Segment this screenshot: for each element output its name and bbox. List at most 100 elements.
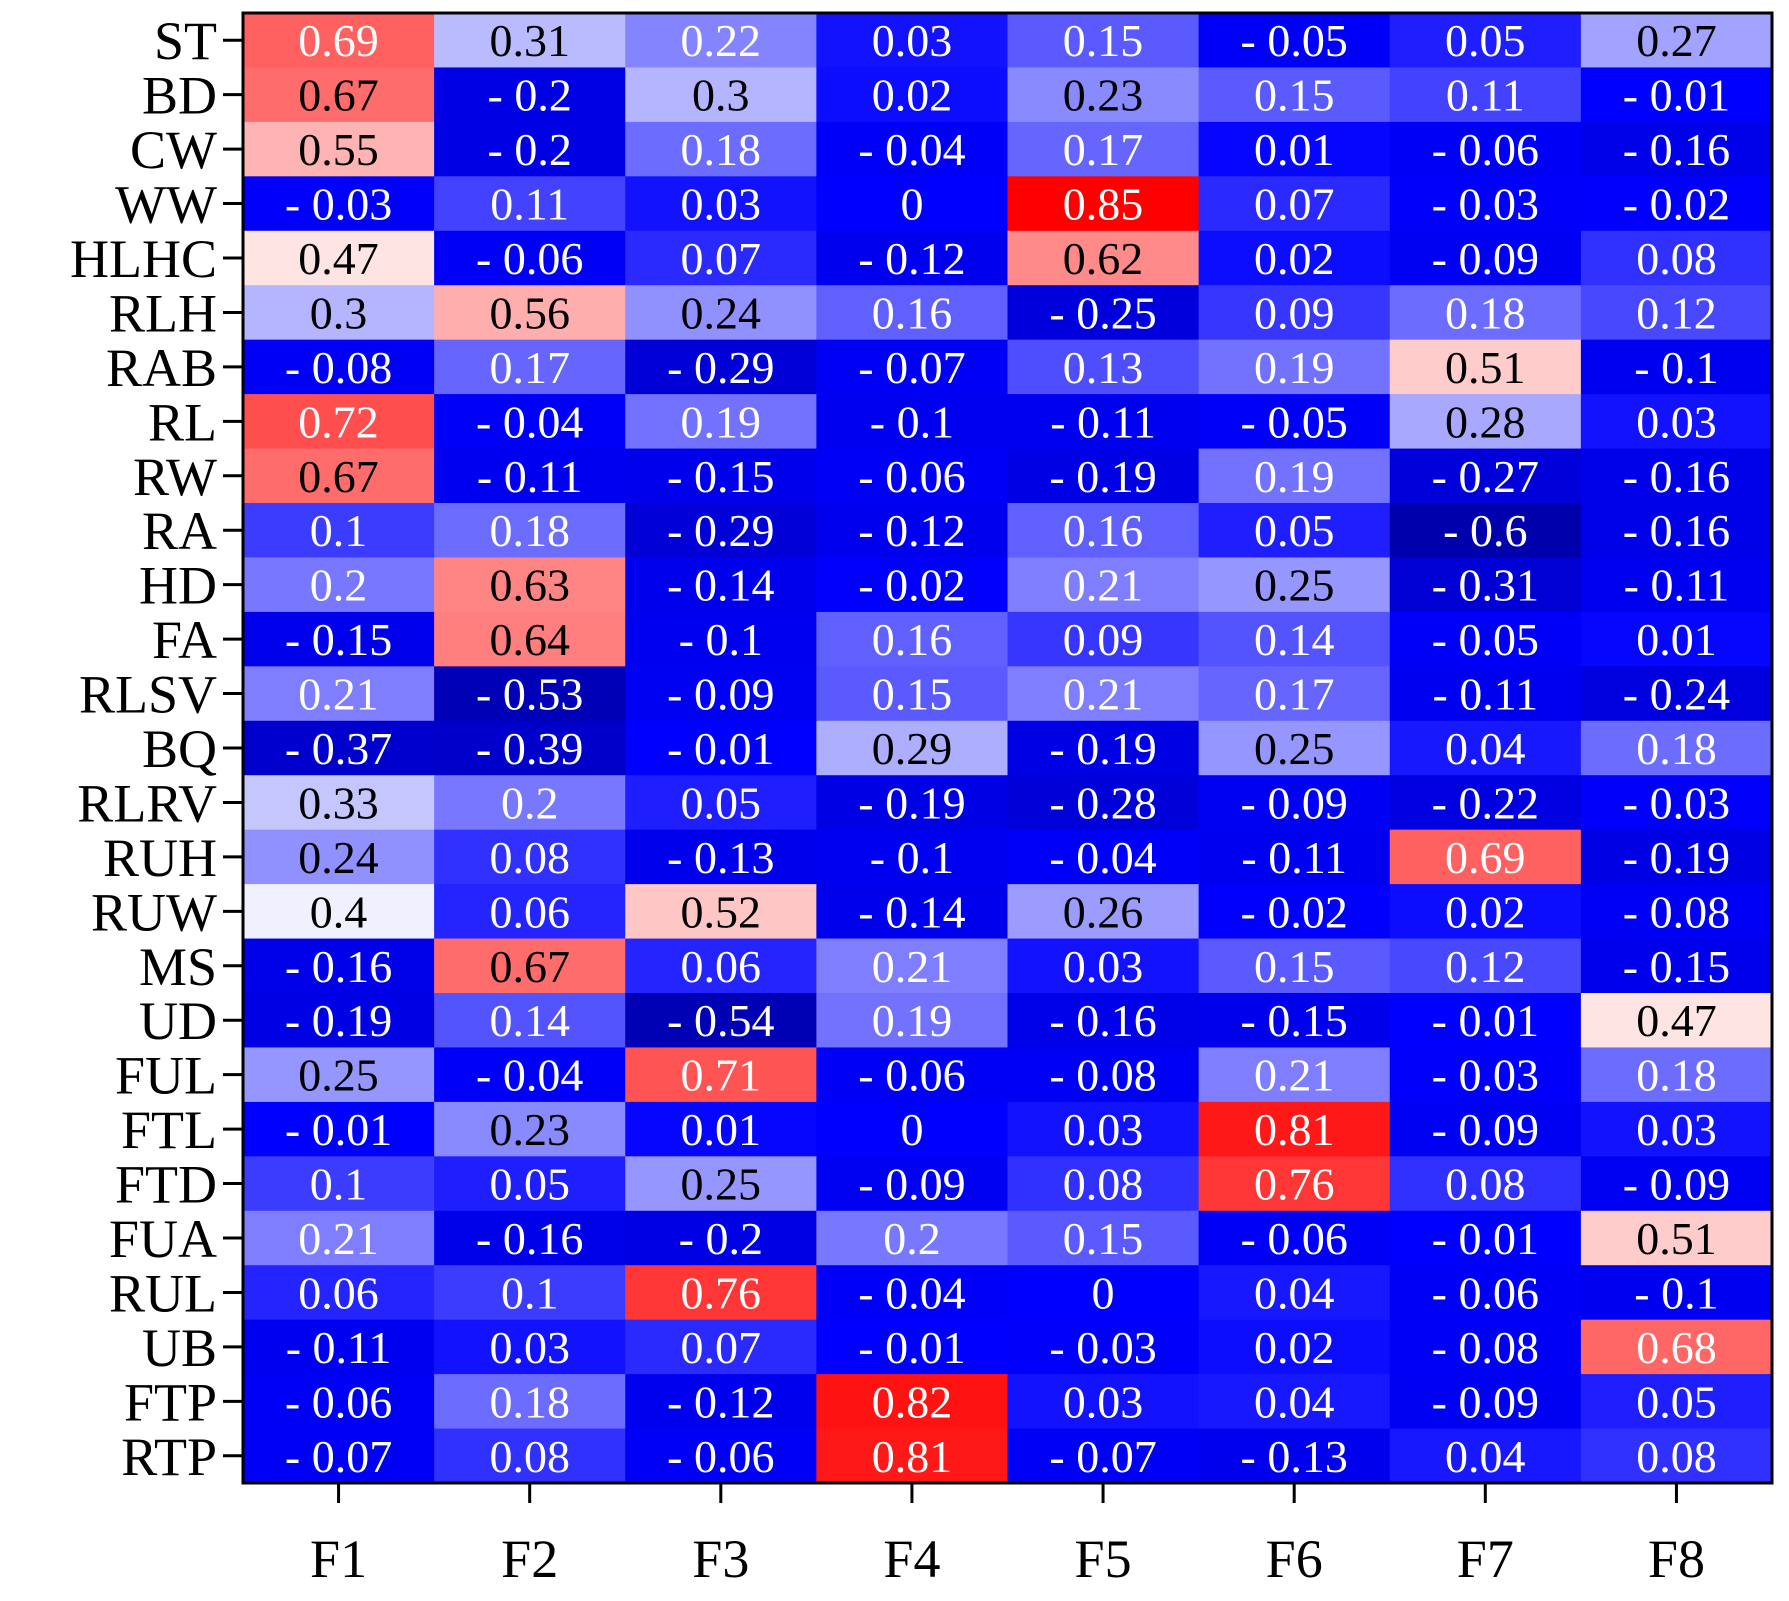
cell-label-st-f6: - 0.05 — [1241, 15, 1348, 66]
cell-label-ful-f7: - 0.03 — [1432, 1050, 1539, 1101]
heatmap-cell-rul-f2 — [434, 1265, 626, 1321]
cell-label-ww-f6: 0.07 — [1254, 179, 1335, 230]
y-tick-label-ful: FUL — [115, 1046, 217, 1106]
cell-label-ful-f6: 0.21 — [1254, 1050, 1335, 1101]
cell-label-ra-f8: - 0.16 — [1623, 505, 1730, 556]
cell-label-rl-f5: - 0.11 — [1050, 396, 1156, 447]
heatmap-cell-rl-f8 — [1580, 394, 1773, 450]
cell-label-bq-f3: - 0.01 — [667, 723, 774, 774]
heatmap-cell-hd-f5 — [1007, 557, 1200, 613]
heatmap-cell-bq-f4 — [816, 720, 1009, 776]
cell-label-st-f5: 0.15 — [1063, 15, 1144, 66]
heatmap-cell-ftl-f3 — [625, 1101, 817, 1157]
heatmap-cell-ftl-f7 — [1389, 1101, 1582, 1157]
cell-label-rlrv-f2: 0.2 — [501, 777, 559, 828]
heatmap-cell-rw-f1 — [243, 448, 435, 504]
cell-label-hd-f1: 0.2 — [310, 560, 368, 611]
heatmap-cell-rl-f7 — [1389, 394, 1582, 450]
cell-label-ftl-f5: 0.03 — [1063, 1104, 1144, 1155]
cell-label-ruh-f3: - 0.13 — [667, 832, 774, 883]
cell-label-ftp-f6: 0.04 — [1254, 1376, 1335, 1427]
heatmap-cell-ud-f5 — [1007, 993, 1200, 1049]
y-tick-label-ftp: FTP — [124, 1372, 217, 1432]
heatmap-cell-rlh-f2 — [434, 285, 626, 341]
cell-label-rtp-f1: - 0.07 — [285, 1431, 392, 1482]
cell-label-fua-f2: - 0.16 — [476, 1213, 583, 1264]
cell-label-rul-f7: - 0.06 — [1432, 1267, 1539, 1318]
heatmap-cell-ftp-f5 — [1007, 1374, 1200, 1430]
heatmap-cell-rab-f6 — [1198, 339, 1391, 395]
y-tick-label-hd: HD — [139, 556, 217, 616]
heatmap-cell-fua-f3 — [625, 1210, 817, 1266]
heatmap-cell-hlhc-f8 — [1580, 230, 1773, 286]
cell-label-rlh-f8: 0.12 — [1636, 287, 1717, 338]
cell-label-rlh-f2: 0.56 — [489, 287, 570, 338]
cell-label-rl-f8: 0.03 — [1636, 396, 1717, 447]
heatmap-cell-ftp-f2 — [434, 1374, 626, 1430]
cell-label-rlrv-f4: - 0.19 — [858, 777, 965, 828]
cell-label-ud-f7: - 0.01 — [1432, 995, 1539, 1046]
cell-label-rl-f4: - 0.1 — [870, 396, 954, 447]
heatmap-cell-ftd-f6 — [1198, 1156, 1391, 1212]
cell-label-fa-f4: 0.16 — [872, 614, 953, 665]
heatmap-cell-ud-f2 — [434, 993, 626, 1049]
heatmap-cell-bd-f7 — [1389, 67, 1582, 123]
cell-label-ruh-f1: 0.24 — [298, 832, 379, 883]
cell-label-rlsv-f3: - 0.09 — [667, 669, 774, 720]
cell-label-fua-f5: 0.15 — [1063, 1213, 1144, 1264]
cell-label-rlsv-f1: 0.21 — [298, 669, 379, 720]
cell-label-rl-f1: 0.72 — [298, 396, 379, 447]
cell-label-ftd-f1: 0.1 — [310, 1159, 368, 1210]
cell-label-ruw-f1: 0.4 — [310, 886, 368, 937]
heatmap-cell-rul-f5 — [1007, 1265, 1200, 1321]
cell-label-ra-f6: 0.05 — [1254, 505, 1335, 556]
heatmap-cell-ms-f3 — [625, 938, 817, 994]
x-tick-label-f6: F6 — [1266, 1529, 1323, 1589]
cell-label-cw-f2: - 0.2 — [488, 124, 572, 175]
y-tick-label-rw: RW — [133, 447, 217, 507]
heatmap-cell-cw-f6 — [1198, 121, 1391, 177]
y-tick-label-rul: RUL — [109, 1263, 217, 1323]
heatmap-cell-ruh-f3 — [625, 829, 817, 885]
cell-label-fua-f1: 0.21 — [298, 1213, 379, 1264]
heatmap-cell-ww-f1 — [243, 176, 435, 232]
cell-label-ra-f1: 0.1 — [310, 505, 368, 556]
heatmap-cell-rtp-f1 — [243, 1428, 435, 1484]
cell-label-rl-f6: - 0.05 — [1241, 396, 1348, 447]
heatmap-cell-ms-f5 — [1007, 938, 1200, 994]
heatmap-cell-hd-f7 — [1389, 557, 1582, 613]
cell-label-hd-f4: - 0.02 — [858, 560, 965, 611]
cell-label-fua-f3: - 0.2 — [679, 1213, 763, 1264]
heatmap-cell-ub-f5 — [1007, 1319, 1200, 1375]
cell-label-ms-f8: - 0.15 — [1623, 941, 1730, 992]
heatmap-cell-rw-f2 — [434, 448, 626, 504]
heatmap-cell-ub-f1 — [243, 1319, 435, 1375]
y-tick-label-ruh: RUH — [103, 828, 217, 888]
heatmap-cell-bq-f8 — [1580, 720, 1773, 776]
cell-label-hlhc-f1: 0.47 — [298, 233, 379, 284]
heatmap-cell-st-f4 — [816, 13, 1009, 69]
heatmap-cell-hd-f4 — [816, 557, 1009, 613]
heatmap-cell-rul-f8 — [1580, 1265, 1773, 1321]
cell-label-rab-f4: - 0.07 — [858, 342, 965, 393]
heatmap-cell-ftl-f4 — [816, 1101, 1009, 1157]
heatmap-cell-labels: 0.69 0.31 0.22 0.03 0.15- 0.05 0.05 0.270.67- … — [285, 15, 1730, 1482]
cell-label-rtp-f2: 0.08 — [489, 1431, 570, 1482]
heatmap-cell-ms-f4 — [816, 938, 1009, 994]
heatmap-cell-cw-f1 — [243, 121, 435, 177]
heatmap-cell-ub-f8 — [1580, 1319, 1773, 1375]
heatmap-cell-ms-f2 — [434, 938, 626, 994]
heatmap-cell-rlsv-f8 — [1580, 666, 1773, 722]
heatmap-cell-bd-f3 — [625, 67, 817, 123]
cell-label-rlrv-f5: - 0.28 — [1049, 777, 1156, 828]
heatmap-cell-hlhc-f5 — [1007, 230, 1200, 286]
cell-label-bd-f1: 0.67 — [298, 70, 379, 121]
x-tick-label-f1: F1 — [310, 1529, 367, 1589]
cell-label-rul-f5: 0 — [1092, 1267, 1115, 1318]
cell-label-cw-f6: 0.01 — [1254, 124, 1335, 175]
cell-label-hd-f2: 0.63 — [489, 560, 570, 611]
heatmap-cell-rw-f6 — [1198, 448, 1391, 504]
cell-label-rlh-f7: 0.18 — [1445, 287, 1526, 338]
cell-label-ub-f6: 0.02 — [1254, 1322, 1335, 1373]
